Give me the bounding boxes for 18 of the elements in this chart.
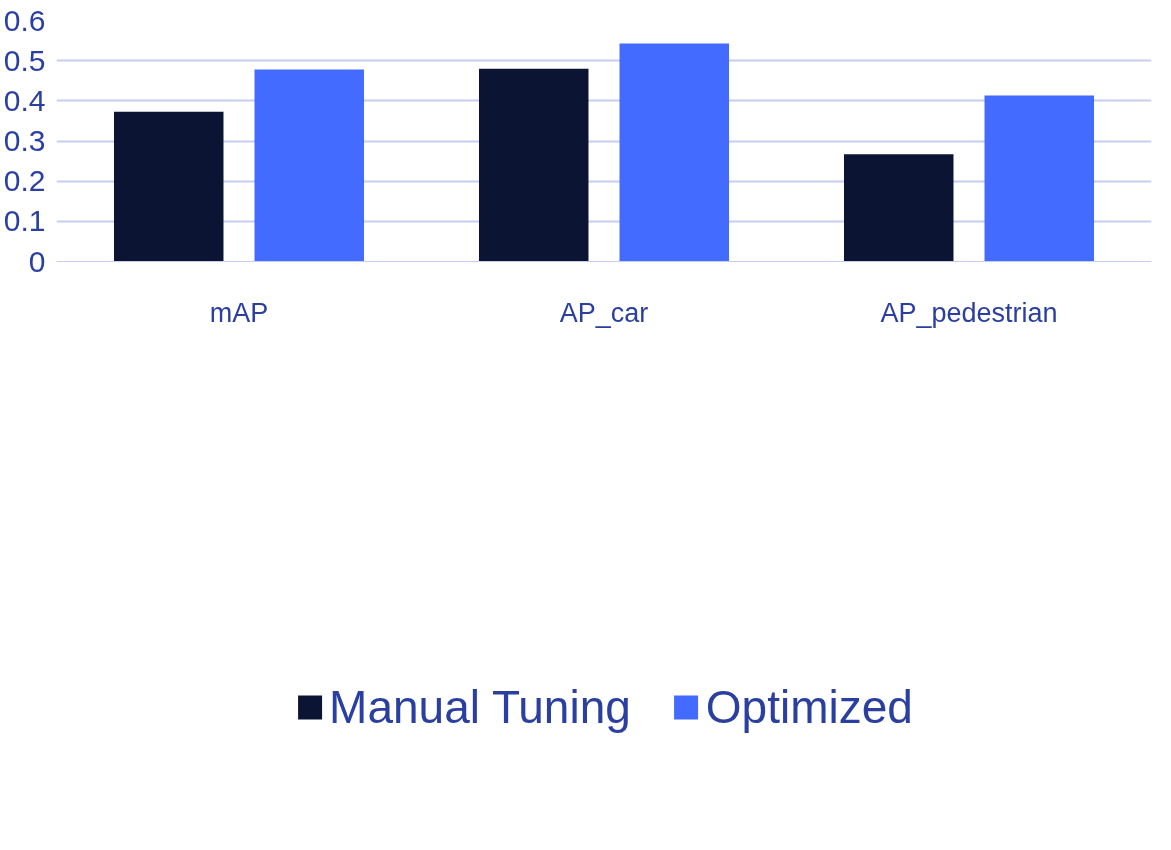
y-tick-label: 0 [28,244,46,278]
bar [619,43,730,262]
bar [843,154,954,262]
x-tick-label: AP_pedestrian [880,297,1058,328]
bar [478,68,589,262]
y-tick-label: 0.4 [3,83,46,117]
legend-label: Manual Tuning [329,679,631,734]
y-tick-label: 0.5 [3,43,46,77]
y-tick-label: 0.1 [3,204,46,238]
bar [254,69,365,262]
y-tick-label: 0.3 [3,124,46,157]
legend-label: Optimized [705,679,913,734]
bar [984,95,1095,262]
bar [113,111,224,262]
y-tick-label: 0.6 [3,3,46,37]
x-tick-label: AP_car [559,297,649,328]
y-tick-label: 0.2 [3,164,46,198]
x-tick-label: mAP [209,297,269,328]
